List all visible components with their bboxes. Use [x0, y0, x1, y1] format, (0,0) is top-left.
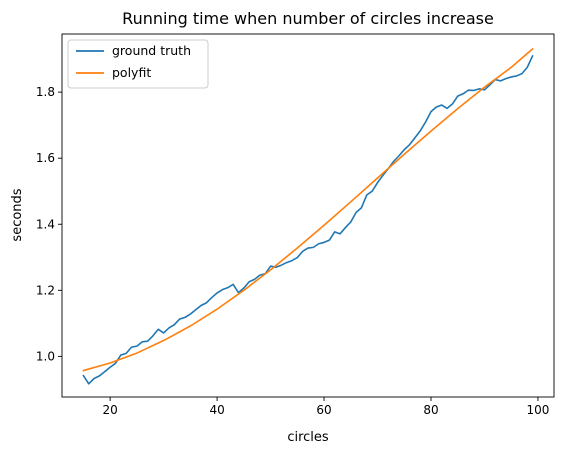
series-line-ground-truth — [82, 54, 534, 385]
y-axis-ticks: 1.0 1.2 1.4 1.6 1.8 — [36, 85, 62, 363]
x-tick-label: 20 — [102, 403, 117, 417]
series-layer — [82, 48, 534, 385]
legend: ground truth polyfit — [67, 39, 209, 89]
series-line-polyfit — [82, 48, 534, 372]
x-tick-label: 40 — [209, 403, 224, 417]
y-tick-label: 1.6 — [36, 151, 55, 165]
y-tick-label: 1.8 — [36, 85, 55, 99]
legend-box — [67, 39, 209, 89]
plot-area — [62, 34, 554, 397]
legend-label-ground-truth: ground truth — [112, 43, 191, 58]
y-tick-label: 1.0 — [36, 349, 55, 363]
plot-frame — [61, 33, 555, 398]
x-tick-label: 80 — [423, 403, 438, 417]
x-axis-ticks: 20 40 60 80 100 — [102, 397, 549, 417]
x-axis-label: circles — [287, 430, 329, 445]
y-tick-label: 1.2 — [36, 283, 55, 297]
chart-title: Running time when number of circles incr… — [122, 9, 494, 28]
x-tick-label: 100 — [527, 403, 550, 417]
y-tick-label: 1.4 — [36, 217, 55, 231]
y-axis-label: seconds — [10, 188, 25, 241]
x-tick-label: 60 — [316, 403, 331, 417]
legend-label-polyfit: polyfit — [112, 65, 151, 80]
